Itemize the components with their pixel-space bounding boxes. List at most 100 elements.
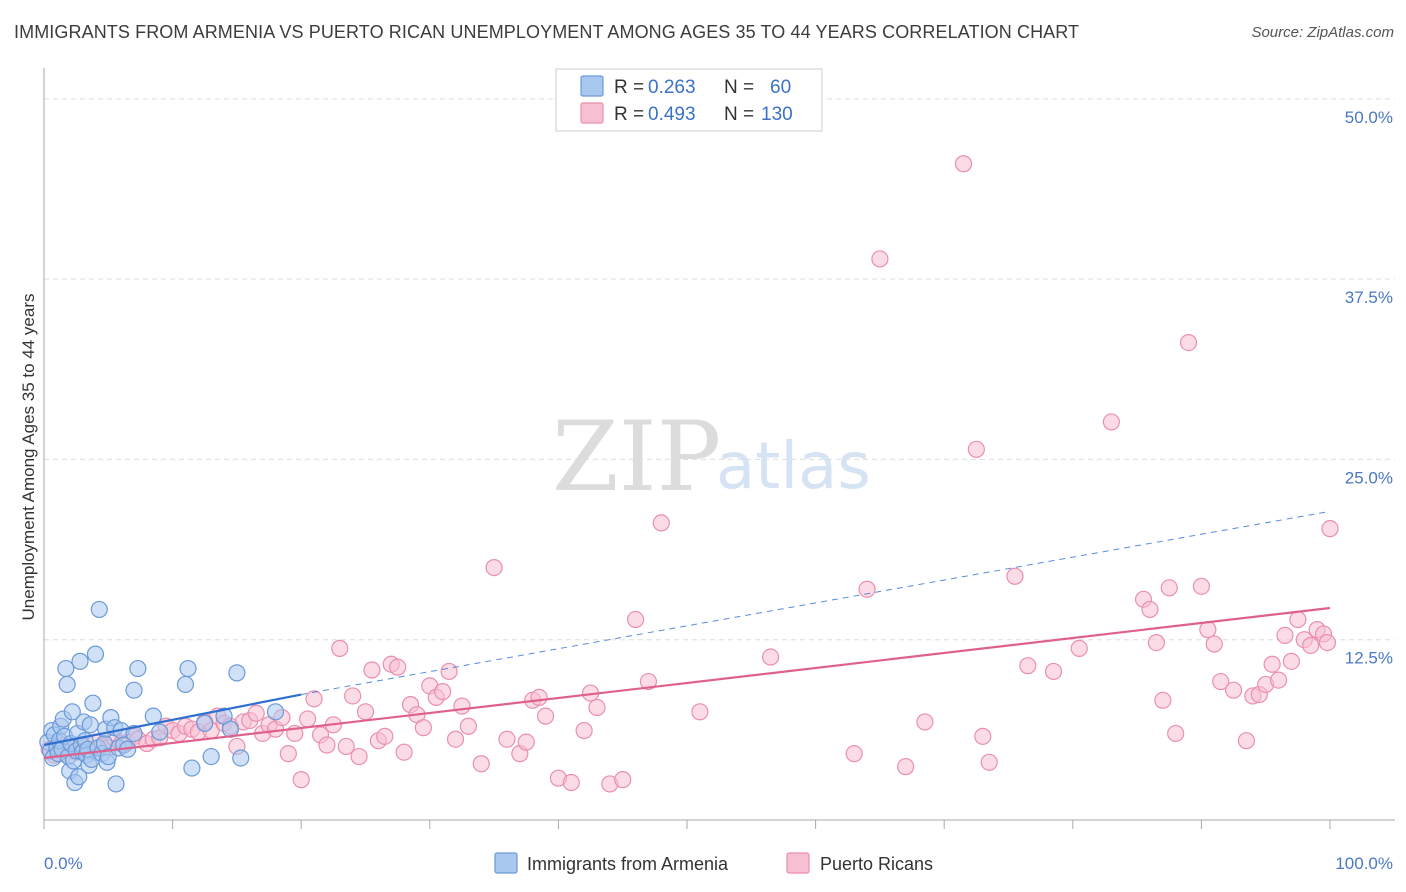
pr-point xyxy=(517,733,535,751)
armenia-point xyxy=(125,724,143,743)
armenia-point xyxy=(57,659,75,678)
armenia-point xyxy=(70,768,88,786)
pr-point xyxy=(967,440,985,458)
pr-point xyxy=(974,727,992,745)
pr-point xyxy=(845,745,863,763)
pr-point xyxy=(588,698,606,717)
armenia-point xyxy=(90,600,108,619)
pr-point xyxy=(1019,657,1037,675)
pr-point xyxy=(761,648,780,666)
bottom-legend-armenia-swatch xyxy=(494,852,518,874)
pr-point xyxy=(652,514,670,532)
pr-point xyxy=(1237,732,1256,750)
legend-pr-r-value: 0.493 xyxy=(648,104,696,125)
pr-point xyxy=(691,703,709,721)
y-tick-label: 25.0% xyxy=(1345,468,1393,487)
pr-point xyxy=(897,758,915,776)
watermark-atlas: atlas xyxy=(716,430,871,504)
armenia-point xyxy=(179,659,197,678)
armenia-points xyxy=(39,600,285,793)
grid-lines xyxy=(44,98,1395,641)
armenia-point xyxy=(58,675,76,694)
pr-point xyxy=(871,250,889,268)
pr-point xyxy=(389,658,407,676)
pr-point xyxy=(292,771,310,789)
pr-point xyxy=(980,753,998,771)
armenia-point xyxy=(84,694,102,712)
pr-point xyxy=(331,639,349,657)
pr-point xyxy=(1318,633,1337,652)
armenia-point xyxy=(63,703,81,721)
armenia-point xyxy=(86,645,105,663)
armenia-point xyxy=(228,664,246,682)
y-tick-label: 50.0% xyxy=(1345,108,1393,127)
tick-labels: 12.5% 25.0% 37.5% 50.0% 0.0% 100.0% xyxy=(44,108,1393,873)
pr-point xyxy=(614,771,632,789)
pr-point xyxy=(1141,600,1159,619)
pr-point xyxy=(1263,655,1281,673)
armenia-point xyxy=(232,749,250,767)
pr-point xyxy=(1192,577,1211,595)
pr-point xyxy=(446,730,465,748)
legend-armenia-n-value: 60 xyxy=(770,77,791,98)
x-tick-label: 0.0% xyxy=(44,854,83,873)
armenia-point xyxy=(71,652,89,670)
pr-point xyxy=(1044,662,1063,681)
pr-point xyxy=(453,697,471,715)
x-tick-label: 100.0% xyxy=(1335,854,1393,873)
armenia-point xyxy=(183,759,201,777)
pr-point xyxy=(356,703,375,721)
pr-point xyxy=(1006,567,1024,585)
pr-point xyxy=(363,661,381,679)
pr-point xyxy=(639,672,658,691)
trend-lines xyxy=(43,510,1331,760)
armenia-point xyxy=(129,659,147,678)
pr-point xyxy=(1070,639,1088,657)
pr-point xyxy=(1147,633,1165,652)
pr-point xyxy=(318,736,336,754)
pr-point xyxy=(575,721,593,740)
chart-title: IMMIGRANTS FROM ARMENIA VS PUERTO RICAN … xyxy=(14,22,1080,42)
pr-point xyxy=(954,155,973,173)
pr-point xyxy=(562,773,580,792)
legend-armenia-r-value: 0.263 xyxy=(648,77,696,98)
watermark-zip: ZIP xyxy=(552,401,721,513)
pr-point xyxy=(1269,671,1288,689)
pr-point xyxy=(414,719,432,737)
pr-point xyxy=(459,717,477,735)
armenia-point xyxy=(81,716,99,734)
armenia-point xyxy=(107,775,125,793)
stats-legend: R = 0.263 N = 60 R = 0.493 N = 130 xyxy=(555,68,823,132)
armenia-point xyxy=(266,703,285,721)
armenia-point xyxy=(151,723,169,741)
pr-point xyxy=(376,727,394,745)
pr-trend-line xyxy=(43,606,1331,760)
pr-point xyxy=(916,713,934,731)
pr-point xyxy=(299,710,317,728)
pr-point xyxy=(1321,520,1339,538)
axes xyxy=(43,68,1395,829)
legend-armenia-r-label: R = xyxy=(614,77,644,98)
armenia-point xyxy=(196,714,214,732)
pr-point xyxy=(1167,724,1185,743)
pr-point xyxy=(1302,636,1320,655)
pr-point xyxy=(440,662,458,681)
pr-point xyxy=(305,690,323,708)
pr-point xyxy=(279,745,297,763)
pr-point xyxy=(1179,333,1198,352)
chart-source: Source: ZipAtlas.com xyxy=(1251,24,1394,41)
pr-point xyxy=(472,755,490,773)
legend-pr-n-value: 130 xyxy=(761,104,793,125)
armenia-point xyxy=(202,747,220,766)
pr-point xyxy=(1199,621,1217,639)
pr-point xyxy=(485,558,503,577)
pr-point xyxy=(1224,681,1243,699)
bottom-legend-armenia-label: Immigrants from Armenia xyxy=(527,854,729,874)
pr-point xyxy=(1289,610,1307,629)
y-tick-label: 37.5% xyxy=(1345,288,1393,307)
pr-point xyxy=(1102,413,1120,431)
legend-pr-swatch xyxy=(580,102,604,124)
legend-armenia-n-label: N = xyxy=(724,77,754,98)
pr-point xyxy=(350,747,368,766)
